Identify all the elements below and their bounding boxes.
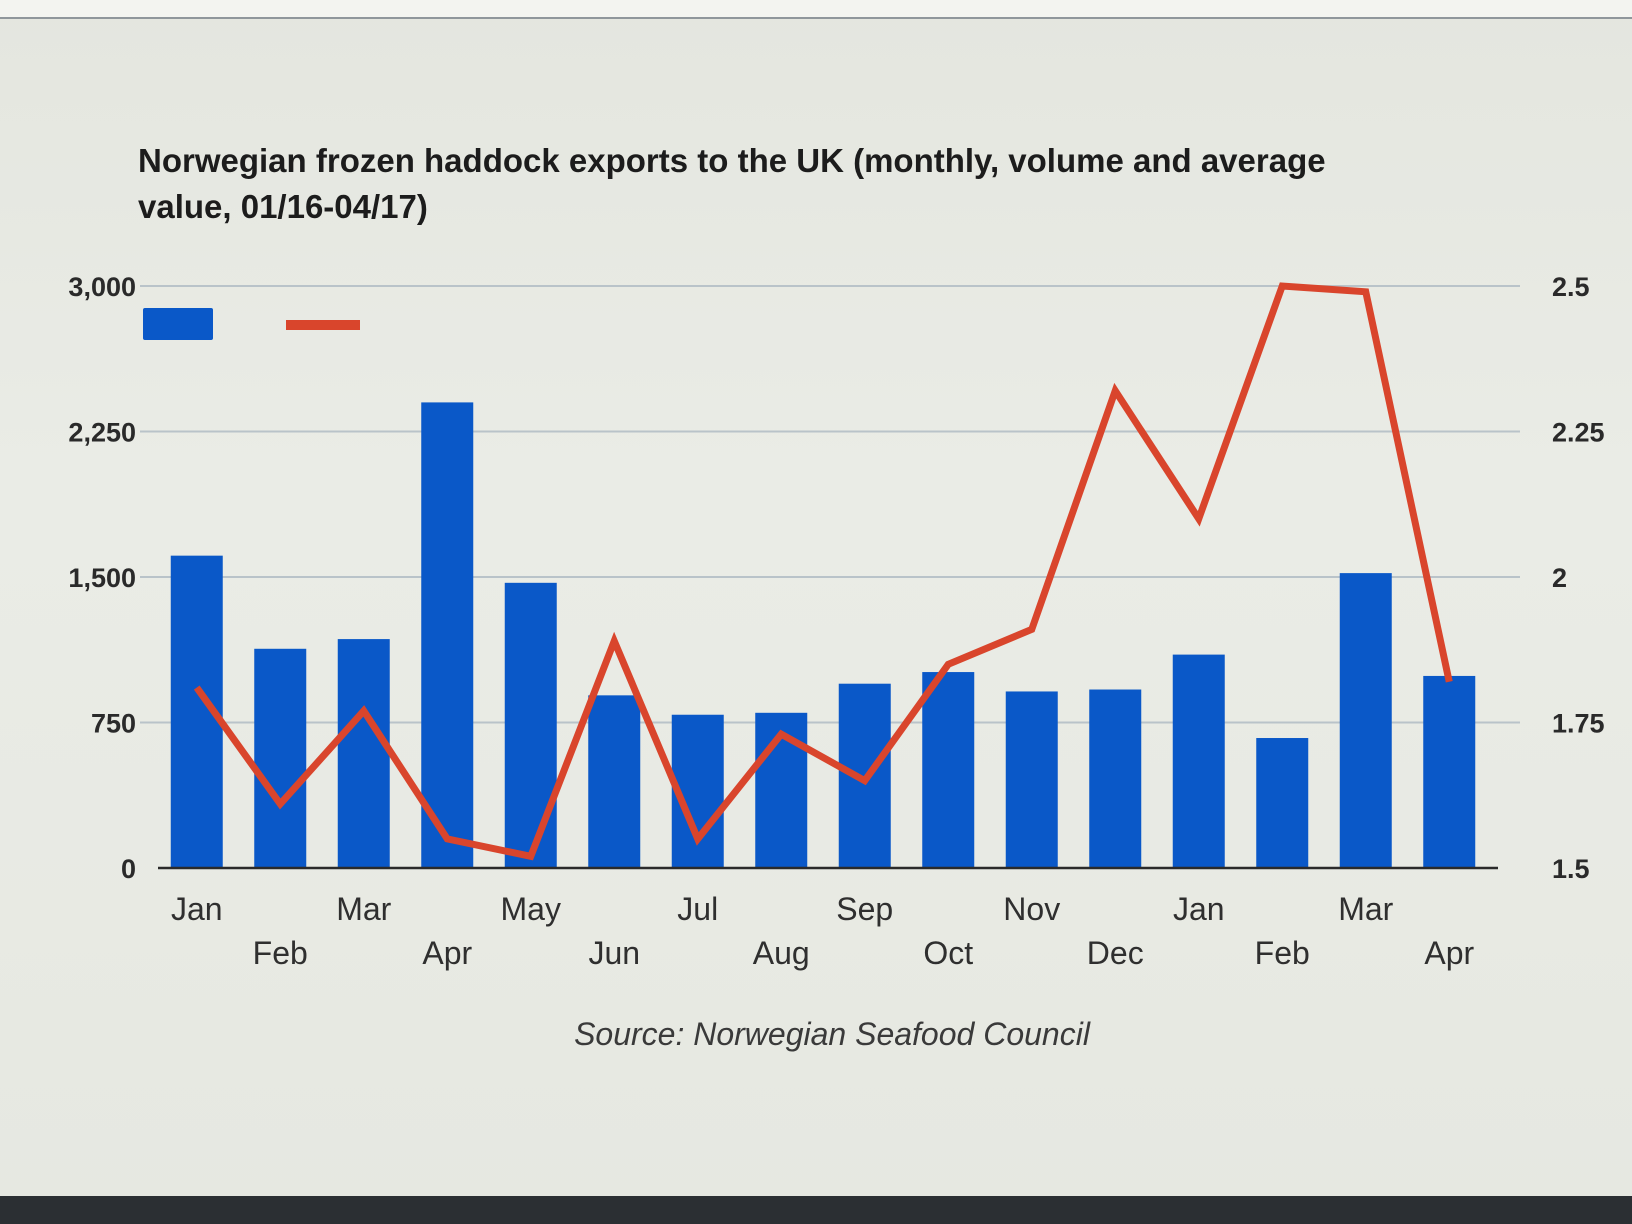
right-tick-label: 1.5 [1552, 854, 1590, 884]
left-tick-label: 3,000 [68, 272, 136, 302]
bar [1339, 573, 1392, 868]
bar [588, 695, 641, 868]
bar [421, 402, 474, 868]
line-series [193, 282, 1453, 861]
bar [922, 672, 975, 868]
left-tick-label: 1,500 [68, 563, 136, 593]
x-tick-label: Oct [923, 935, 973, 971]
source-note: Source: Norwegian Seafood Council [574, 1016, 1091, 1052]
x-tick-label: Apr [422, 935, 472, 971]
legend-bar-swatch [143, 308, 213, 340]
x-tick-label: Mar [336, 891, 391, 927]
x-tick-label: Aug [753, 935, 810, 971]
right-axis-ticks: 1.5 1.75 2 2.25 2.5 [1552, 272, 1605, 884]
bar [1256, 738, 1309, 868]
left-tick-label: 0 [121, 854, 136, 884]
bar [1089, 689, 1142, 868]
series-line [193, 282, 1453, 861]
x-tick-label: May [501, 891, 561, 927]
x-tick-label: Nov [1003, 891, 1060, 927]
left-axis-ticks: 0 750 1,500 2,250 3,000 [68, 272, 136, 884]
x-axis-labels: Jan Feb Mar Apr May Jun Jul Aug Sep Oct Nov Dec Jan F… [171, 891, 1475, 971]
bar [1005, 691, 1058, 868]
x-tick-label: Sep [836, 891, 893, 927]
x-tick-label: Mar [1338, 891, 1393, 927]
right-tick-label: 2.25 [1552, 418, 1605, 448]
bar [254, 648, 307, 868]
x-tick-label: Feb [1255, 935, 1310, 971]
x-tick-label: Jul [677, 891, 718, 927]
right-tick-label: 1.75 [1552, 709, 1605, 739]
x-tick-label: Apr [1424, 935, 1474, 971]
bar [337, 639, 390, 868]
bar [1172, 654, 1225, 868]
right-tick-label: 2.5 [1552, 272, 1590, 302]
bars [170, 402, 1476, 868]
right-tick-label: 2 [1552, 563, 1567, 593]
left-tick-label: 2,250 [68, 418, 136, 448]
x-tick-label: Feb [253, 935, 308, 971]
chart-title-line-1: Norwegian frozen haddock exports to the … [138, 142, 1326, 179]
left-tick-label: 750 [91, 709, 136, 739]
x-tick-label: Jun [588, 935, 640, 971]
legend-line-swatch [286, 320, 360, 330]
top-strip [0, 0, 1632, 18]
x-tick-label: Jan [1173, 891, 1225, 927]
chart-title-line-2: value, 01/16-04/17) [138, 188, 428, 225]
x-tick-label: Dec [1087, 935, 1144, 971]
bar [1423, 675, 1476, 868]
bar [504, 582, 557, 868]
bottom-bar [0, 1196, 1632, 1224]
x-tick-label: Jan [171, 891, 223, 927]
